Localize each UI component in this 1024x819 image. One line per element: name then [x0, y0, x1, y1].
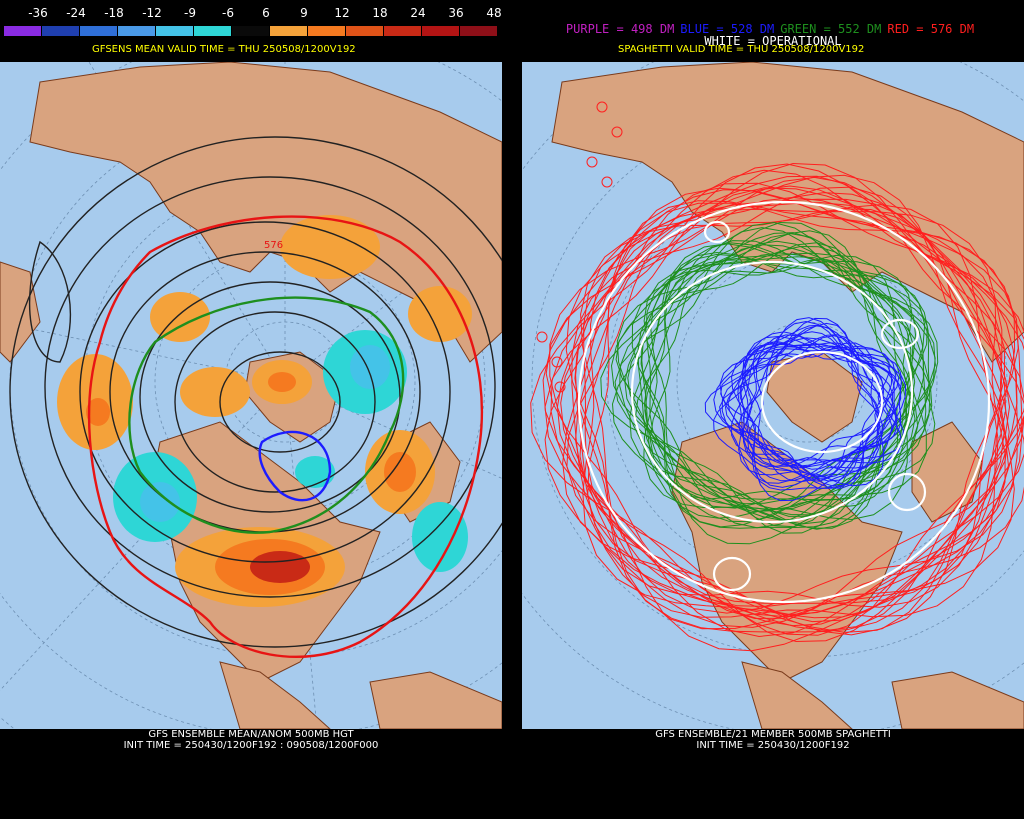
mean-height-contours	[9, 136, 502, 648]
member-contour	[582, 175, 1024, 619]
spaghetti-map-svg	[522, 62, 1024, 729]
member-contour	[614, 244, 927, 505]
contour-label-576: 576	[264, 240, 283, 251]
scale-tick-label: -6	[222, 6, 234, 20]
ensemble-mean-panel: -36 -24 -18 -12 -9 -6 6 9 12 18 24 36 48 GFSENS MEAN…	[0, 0, 502, 819]
mean-valid-time: GFSENS MEAN VALID TIME = THU 250508/1200…	[92, 44, 356, 55]
member-contour	[574, 204, 999, 643]
member-contour	[738, 342, 884, 470]
member-contour	[721, 317, 885, 487]
spaghetti-panel: PURPLE = 498 DM BLUE = 528 DM GREEN = 552 …	[522, 0, 1024, 819]
scale-color-cell	[4, 26, 42, 36]
spaghetti-caption-line2: INIT TIME = 250430/1200F192	[696, 740, 850, 751]
member-contour	[731, 322, 879, 477]
scale-color-cell	[460, 26, 498, 36]
ensemble-mean-map: 576	[0, 62, 502, 729]
member-contour	[560, 182, 1018, 614]
member-contour	[544, 187, 1015, 607]
member-contour	[649, 256, 933, 521]
member-contour	[562, 174, 1005, 623]
scale-color-bar	[4, 26, 498, 36]
member-contour	[575, 162, 1018, 608]
member-contour	[730, 331, 902, 491]
anomaly-color-scale: -36 -24 -18 -12 -9 -6 6 9 12 18 24 36 48	[4, 4, 502, 40]
mean-caption-line1: GFS ENSEMBLE MEAN/ANOM 500MB HGT	[148, 729, 354, 740]
scale-color-cell	[156, 26, 194, 36]
contour-528-blue	[258, 430, 332, 502]
member-contour	[619, 221, 912, 521]
spaghetti-map	[522, 62, 1024, 729]
blue-528-member-contours	[704, 317, 907, 502]
member-contour	[554, 381, 566, 393]
scale-color-cell	[422, 26, 460, 36]
member-contour	[719, 325, 884, 489]
member-contour	[645, 259, 916, 528]
scale-color-cell	[118, 26, 156, 36]
member-contour	[611, 126, 623, 138]
panel-divider	[502, 0, 522, 819]
scale-tick-label: 24	[410, 6, 426, 20]
mean-map-svg: 576	[0, 62, 502, 729]
operational-legend: WHITE = OPERATIONAL	[704, 34, 842, 48]
member-contour	[536, 331, 548, 343]
legend-entry: GREEN = 552 DM	[780, 22, 882, 36]
scale-tick-label: 18	[372, 6, 388, 20]
member-contour	[643, 232, 930, 516]
scale-tick-label: 12	[334, 6, 350, 20]
scale-tick-label: -12	[142, 6, 162, 20]
scale-color-cell	[346, 26, 384, 36]
mean-caption-line2: INIT TIME = 250430/1200F192 : 090508/120…	[123, 740, 379, 751]
scale-tick-label: -36	[28, 6, 48, 20]
contour-552-green	[128, 296, 405, 534]
member-contour	[586, 156, 598, 168]
spaghetti-legend: PURPLE = 498 DM BLUE = 528 DM GREEN = 552 …	[522, 22, 1024, 36]
member-contour	[738, 324, 895, 479]
member-contour	[637, 242, 914, 530]
member-contour	[580, 192, 1024, 632]
scale-color-cell	[308, 26, 346, 36]
member-contour	[720, 343, 900, 463]
member-contour	[551, 356, 563, 368]
negative-anomalies	[113, 330, 468, 572]
member-contour	[747, 342, 880, 489]
member-contour	[627, 240, 927, 509]
spaghetti-caption-line1: GFS ENSEMBLE/21 MEMBER 500MB SPAGHETTI	[655, 729, 891, 740]
scale-tick-label: -18	[104, 6, 124, 20]
positive-anomalies	[57, 215, 472, 607]
scale-color-cell	[194, 26, 232, 36]
operational-white-contours	[577, 200, 991, 604]
member-contour	[601, 176, 613, 188]
member-contour	[611, 243, 936, 523]
member-contour	[737, 335, 884, 487]
member-contour	[596, 101, 608, 113]
legend-entry: PURPLE = 498 DM	[565, 22, 675, 36]
scale-color-cell	[232, 26, 270, 36]
member-contour	[571, 186, 1007, 636]
scale-tick-label: 48	[486, 6, 502, 20]
scale-color-cell	[80, 26, 118, 36]
scale-tick-label: 9	[300, 6, 308, 20]
scale-color-cell	[384, 26, 422, 36]
member-contour	[719, 337, 903, 467]
legend-entry: BLUE = 528 DM	[680, 22, 775, 36]
member-contour	[545, 196, 1019, 604]
scale-color-cell	[42, 26, 80, 36]
contour-576-red	[87, 215, 484, 659]
scale-tick-label: 6	[262, 6, 270, 20]
scale-tick-label: 36	[448, 6, 464, 20]
spaghetti-valid-time: SPAGHETTI VALID TIME = THU 250508/1200V1…	[618, 44, 865, 55]
scale-tick-label: -24	[66, 6, 86, 20]
member-contour	[631, 240, 936, 529]
legend-entry: RED = 576 DM	[887, 22, 975, 36]
scale-color-cell	[270, 26, 308, 36]
scale-tick-label: -9	[184, 6, 196, 20]
member-contour	[643, 254, 908, 534]
